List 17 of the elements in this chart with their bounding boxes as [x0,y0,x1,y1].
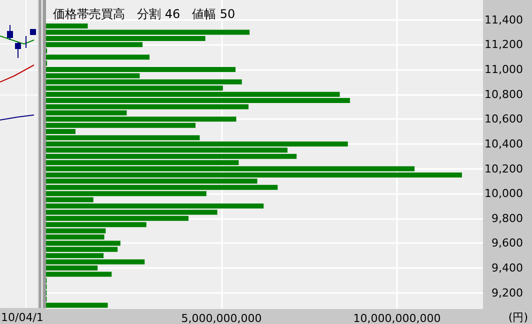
y-tick-label: 9,200 [492,286,523,300]
y-tick-label: 11,400 [484,13,523,26]
y-tick-label: 10,400 [484,137,523,150]
y-tick-label: 9,400 [492,262,523,275]
y-tick-label: 9,600 [492,236,523,250]
x-axis-title: (円) [508,311,528,324]
x-tick-label: 5,000,000,000 [181,312,262,324]
y-tick-label: 10,800 [484,88,523,101]
text: 10/04/1 [1,311,44,324]
y-tick-label: 10,600 [484,112,523,126]
y-tick-label: 9,800 [492,212,523,225]
y-tick-label: 11,000 [484,62,523,76]
y-tick-label: 11,200 [484,38,523,52]
text: 価格帯売買高 分割 46 値幅 50 [53,7,236,21]
x-tick-label: 10,000,000,000 [353,312,441,324]
y-tick-label: 10,200 [484,162,523,176]
y-tick-label: 10,000 [484,187,523,200]
